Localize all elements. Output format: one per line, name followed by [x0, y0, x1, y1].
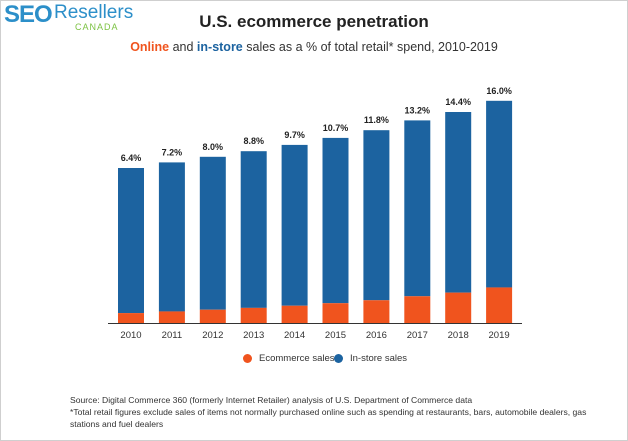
- x-tick-2018: 2018: [448, 330, 469, 341]
- subtitle-online: Online: [130, 40, 170, 54]
- bar-ecommerce-2010: [118, 313, 144, 323]
- bar-instore-2018: [445, 112, 472, 293]
- legend-dot-instore: [334, 354, 343, 363]
- x-tick-2012: 2012: [202, 330, 223, 341]
- x-tick-2017: 2017: [407, 330, 428, 341]
- bar-ecommerce-2018: [445, 292, 472, 323]
- data-label-2014: 9.7%: [284, 130, 305, 140]
- x-tick-2013: 2013: [243, 330, 264, 341]
- x-tick-2015: 2015: [325, 330, 346, 341]
- chart-subtitle: Online and in-store sales as a % of tota…: [0, 40, 628, 54]
- legend-item-instore: In-store sales: [334, 353, 407, 364]
- data-label-2011: 7.2%: [162, 147, 183, 157]
- data-label-2019: 16.0%: [486, 86, 512, 96]
- chart-legend: Ecommerce sales In-store sales: [0, 353, 628, 369]
- legend-label-instore: In-store sales: [350, 353, 408, 364]
- data-label-2017: 13.2%: [405, 105, 431, 115]
- bar-instore-2016: [363, 130, 390, 301]
- legend-label-ecommerce: Ecommerce sales: [259, 353, 335, 364]
- bar-instore-2010: [118, 168, 144, 314]
- bar-instore-2017: [404, 120, 431, 297]
- data-label-2015: 10.7%: [323, 123, 349, 133]
- bar-instore-2012: [199, 156, 226, 310]
- bar-ecommerce-2013: [240, 307, 267, 323]
- legend-dot-ecommerce: [243, 354, 252, 363]
- chart-title: U.S. ecommerce penetration: [199, 12, 429, 31]
- subtitle-and: and: [169, 40, 197, 54]
- stacked-bar-chart: 6.4% 2010 7.2% 2011 8.0% 2012 8.8% 2013 9.7% 2014…: [108, 86, 522, 341]
- bar-ecommerce-2017: [404, 296, 431, 323]
- x-tick-2011: 2011: [162, 330, 182, 341]
- bar-ecommerce-2011: [158, 311, 185, 323]
- x-tick-2016: 2016: [366, 330, 387, 341]
- x-tick-2014: 2014: [284, 330, 305, 341]
- bar-ecommerce-2012: [199, 309, 226, 323]
- data-label-2010: 6.4%: [121, 153, 142, 163]
- retail-note: *Total retail figures exclude sales of i…: [70, 407, 587, 429]
- data-label-2016: 11.8%: [364, 115, 389, 125]
- logo-country-text: CANADA: [75, 22, 119, 32]
- bar-ecommerce-2016: [363, 300, 390, 323]
- bar-instore-2011: [158, 162, 185, 312]
- x-tick-2010: 2010: [120, 330, 141, 341]
- data-label-2018: 14.4%: [445, 97, 471, 107]
- bar-instore-2019: [486, 100, 513, 288]
- source-note: Source: Digital Commerce 360 (formerly I…: [70, 395, 473, 405]
- bar-instore-2015: [322, 137, 349, 304]
- bar-ecommerce-2019: [486, 287, 513, 323]
- bar-ecommerce-2014: [281, 305, 308, 323]
- logo-resellers-text: Resellers: [54, 2, 134, 23]
- logo-seo-text: SEO: [4, 1, 53, 28]
- legend-item-ecommerce: Ecommerce sales: [243, 353, 335, 364]
- data-label-2013: 8.8%: [243, 136, 264, 146]
- data-label-2012: 8.0%: [203, 142, 224, 152]
- subtitle-rest: sales as a % of total retail* spend, 201…: [242, 40, 498, 54]
- footnote: Source: Digital Commerce 360 (formerly I…: [70, 394, 590, 430]
- bar-instore-2013: [240, 151, 267, 308]
- bar-ecommerce-2015: [322, 303, 349, 323]
- bar-instore-2014: [281, 144, 308, 306]
- subtitle-instore: in-store: [196, 40, 243, 54]
- x-tick-2019: 2019: [489, 330, 510, 341]
- seo-resellers-logo: SEO Resellers CANADA: [4, 1, 133, 34]
